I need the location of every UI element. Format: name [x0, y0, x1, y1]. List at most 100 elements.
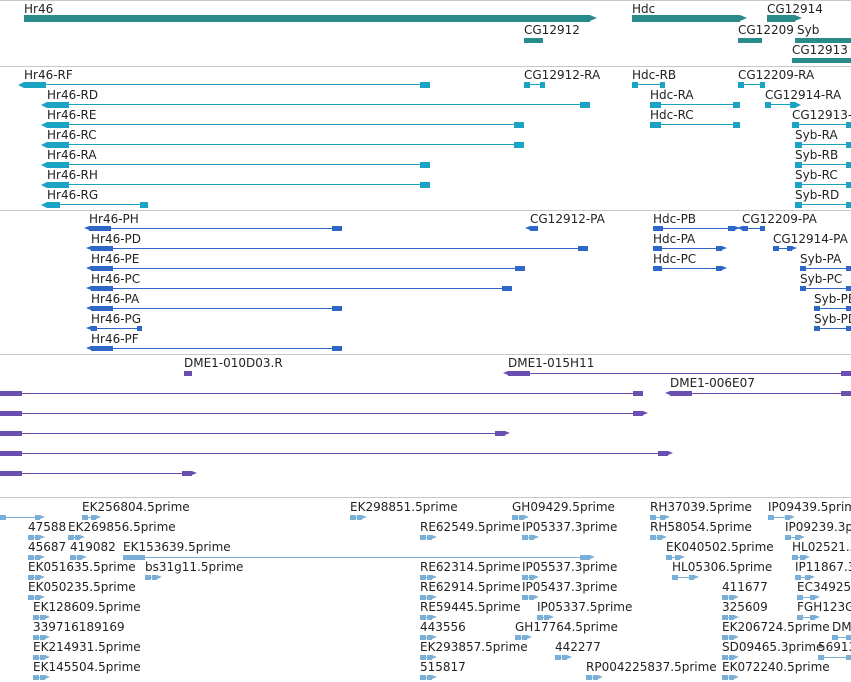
- feature-label[interactable]: CG12912-RA: [524, 68, 601, 82]
- feature-label[interactable]: RH58054.5prime: [650, 520, 752, 534]
- feature-label[interactable]: CG12913: [792, 43, 848, 57]
- feature-label[interactable]: Syb-PB: [814, 292, 851, 306]
- feature-label[interactable]: RE59445.5prime: [420, 600, 521, 614]
- feature-label[interactable]: HL05306.5prime: [672, 560, 773, 574]
- feature-label[interactable]: FGH123G: [797, 600, 851, 614]
- feature-label[interactable]: Hr46-PA: [91, 292, 140, 306]
- feature-label[interactable]: Syb-RB: [795, 148, 839, 162]
- feature-label[interactable]: EK153639.5prime: [123, 540, 231, 554]
- feature-label[interactable]: EK256804.5prime: [82, 500, 190, 514]
- feature-label[interactable]: Syb-PD: [814, 312, 851, 326]
- feature-label[interactable]: Hr46: [24, 2, 54, 16]
- feature-label[interactable]: IP09439.5prime: [768, 500, 851, 514]
- arrow-right-icon: [534, 595, 539, 599]
- feature-label[interactable]: CG12209: [738, 23, 794, 37]
- feature-label[interactable]: Syb-PA: [800, 252, 842, 266]
- feature-label[interactable]: Hdc-RC: [650, 108, 694, 122]
- feature-intron-line: [632, 84, 665, 85]
- feature-label[interactable]: Hr46-PC: [91, 272, 141, 286]
- feature-label[interactable]: CG12914: [767, 2, 823, 16]
- feature-label[interactable]: EK145504.5prime: [33, 660, 141, 674]
- feature-label[interactable]: GH17764.5prime: [515, 620, 618, 634]
- feature-label[interactable]: CG12912-PA: [530, 212, 605, 226]
- feature-label[interactable]: RE62914.5prime: [420, 580, 521, 594]
- feature-label[interactable]: CG12209-PA: [742, 212, 817, 226]
- feature-label[interactable]: EK206724.5prime: [722, 620, 830, 634]
- feature-label[interactable]: Hr46-PF: [91, 332, 139, 346]
- feature-label[interactable]: DME1-010D03.R: [184, 356, 283, 370]
- feature-label[interactable]: 443556: [420, 620, 466, 634]
- feature-label[interactable]: IP05337.5prime: [537, 600, 633, 614]
- feature-label[interactable]: Hdc-RA: [650, 88, 694, 102]
- feature-label[interactable]: 325609: [722, 600, 768, 614]
- feature-label[interactable]: Hr46-RE: [47, 108, 97, 122]
- feature-label[interactable]: EC34925: [797, 580, 851, 594]
- feature-label[interactable]: Hr46-PD: [91, 232, 142, 246]
- feature-label[interactable]: IP05537.3prime: [522, 560, 618, 574]
- feature-label[interactable]: EK269856.5prime: [68, 520, 176, 534]
- feature-intron-line: [420, 537, 432, 538]
- feature-label[interactable]: 411677: [722, 580, 768, 594]
- feature-label[interactable]: DME1: [832, 620, 851, 634]
- feature-label[interactable]: Hr46-RH: [47, 168, 98, 182]
- feature-label[interactable]: RH37039.5prime: [650, 500, 752, 514]
- feature-label[interactable]: EK298851.5prime: [350, 500, 458, 514]
- feature-label[interactable]: DME1-006E07: [670, 376, 755, 390]
- feature-label[interactable]: EK128609.5prime: [33, 600, 141, 614]
- feature-label[interactable]: Hr46-RC: [47, 128, 97, 142]
- feature-label[interactable]: CG12209-RA: [738, 68, 815, 82]
- feature-label[interactable]: IP11867.3prime: [795, 560, 851, 574]
- feature-label[interactable]: Syb: [797, 23, 820, 37]
- feature-label[interactable]: Hr46-RD: [47, 88, 99, 102]
- feature-label[interactable]: 442277: [555, 640, 601, 654]
- arrow-left-icon: [665, 391, 670, 395]
- feature-label[interactable]: GH09429.5prime: [512, 500, 615, 514]
- feature-label[interactable]: Hdc-RB: [632, 68, 677, 82]
- feature-label[interactable]: 47588: [28, 520, 67, 534]
- feature-label[interactable]: Hdc-PC: [653, 252, 697, 266]
- feature-label[interactable]: CG12913-: [792, 108, 851, 122]
- feature-label[interactable]: EK051635.5prime: [28, 560, 136, 574]
- feature-intron-line: [350, 517, 362, 518]
- feature-label[interactable]: 45687: [28, 540, 67, 554]
- feature-label[interactable]: Hr46-PH: [89, 212, 139, 226]
- feature-label[interactable]: Syb-RD: [795, 188, 840, 202]
- feature-label[interactable]: IP09239.3prime: [785, 520, 851, 534]
- feature-label[interactable]: CG12914-PA: [773, 232, 848, 246]
- feature-label[interactable]: Hr46-RG: [47, 188, 99, 202]
- feature-label[interactable]: CG12912: [524, 23, 580, 37]
- feature-label[interactable]: 56913: [818, 640, 851, 654]
- feature-label[interactable]: 515817: [420, 660, 466, 674]
- feature-label[interactable]: SD09465.3prime: [722, 640, 824, 654]
- feature-label[interactable]: IP05437.3prime: [522, 580, 618, 594]
- feature-label[interactable]: EK072240.5prime: [722, 660, 830, 674]
- feature-label[interactable]: RE62314.5prime: [420, 560, 521, 574]
- feature-label[interactable]: Hr46-RA: [47, 148, 97, 162]
- feature-label[interactable]: RP004225837.5prime: [586, 660, 717, 674]
- feature-label[interactable]: EK214931.5prime: [33, 640, 141, 654]
- feature-label[interactable]: EK040502.5prime: [666, 540, 774, 554]
- feature-label[interactable]: Syb-PC: [800, 272, 843, 286]
- feature-label[interactable]: DME1-015H11: [508, 356, 595, 370]
- feature-label[interactable]: bs31g11.5prime: [145, 560, 244, 574]
- feature-exon-block: [522, 535, 528, 540]
- feature-label[interactable]: RE62549.5prime: [420, 520, 521, 534]
- feature-label[interactable]: 419082: [70, 540, 116, 554]
- feature-label[interactable]: EK050235.5prime: [28, 580, 136, 594]
- feature-label[interactable]: Hdc: [632, 2, 656, 16]
- feature-label[interactable]: CG12914-RA: [765, 88, 842, 102]
- feature-exon-block: [814, 326, 820, 331]
- feature-label[interactable]: EK293857.5prime: [420, 640, 528, 654]
- feature-label[interactable]: IP05337.3prime: [522, 520, 618, 534]
- feature-exon-block: [420, 595, 426, 600]
- feature-label[interactable]: HL02521.3prime: [792, 540, 851, 554]
- feature-label[interactable]: Syb-RC: [795, 168, 838, 182]
- feature-label[interactable]: Hdc-PA: [653, 232, 696, 246]
- feature-label[interactable]: 339716189169: [33, 620, 125, 634]
- feature-label[interactable]: Hr46-RF: [24, 68, 73, 82]
- feature-label[interactable]: Hr46-PG: [91, 312, 142, 326]
- feature-exon-block: [420, 675, 426, 680]
- feature-label[interactable]: Hr46-PE: [91, 252, 140, 266]
- feature-label[interactable]: Syb-RA: [795, 128, 838, 142]
- feature-label[interactable]: Hdc-PB: [653, 212, 697, 226]
